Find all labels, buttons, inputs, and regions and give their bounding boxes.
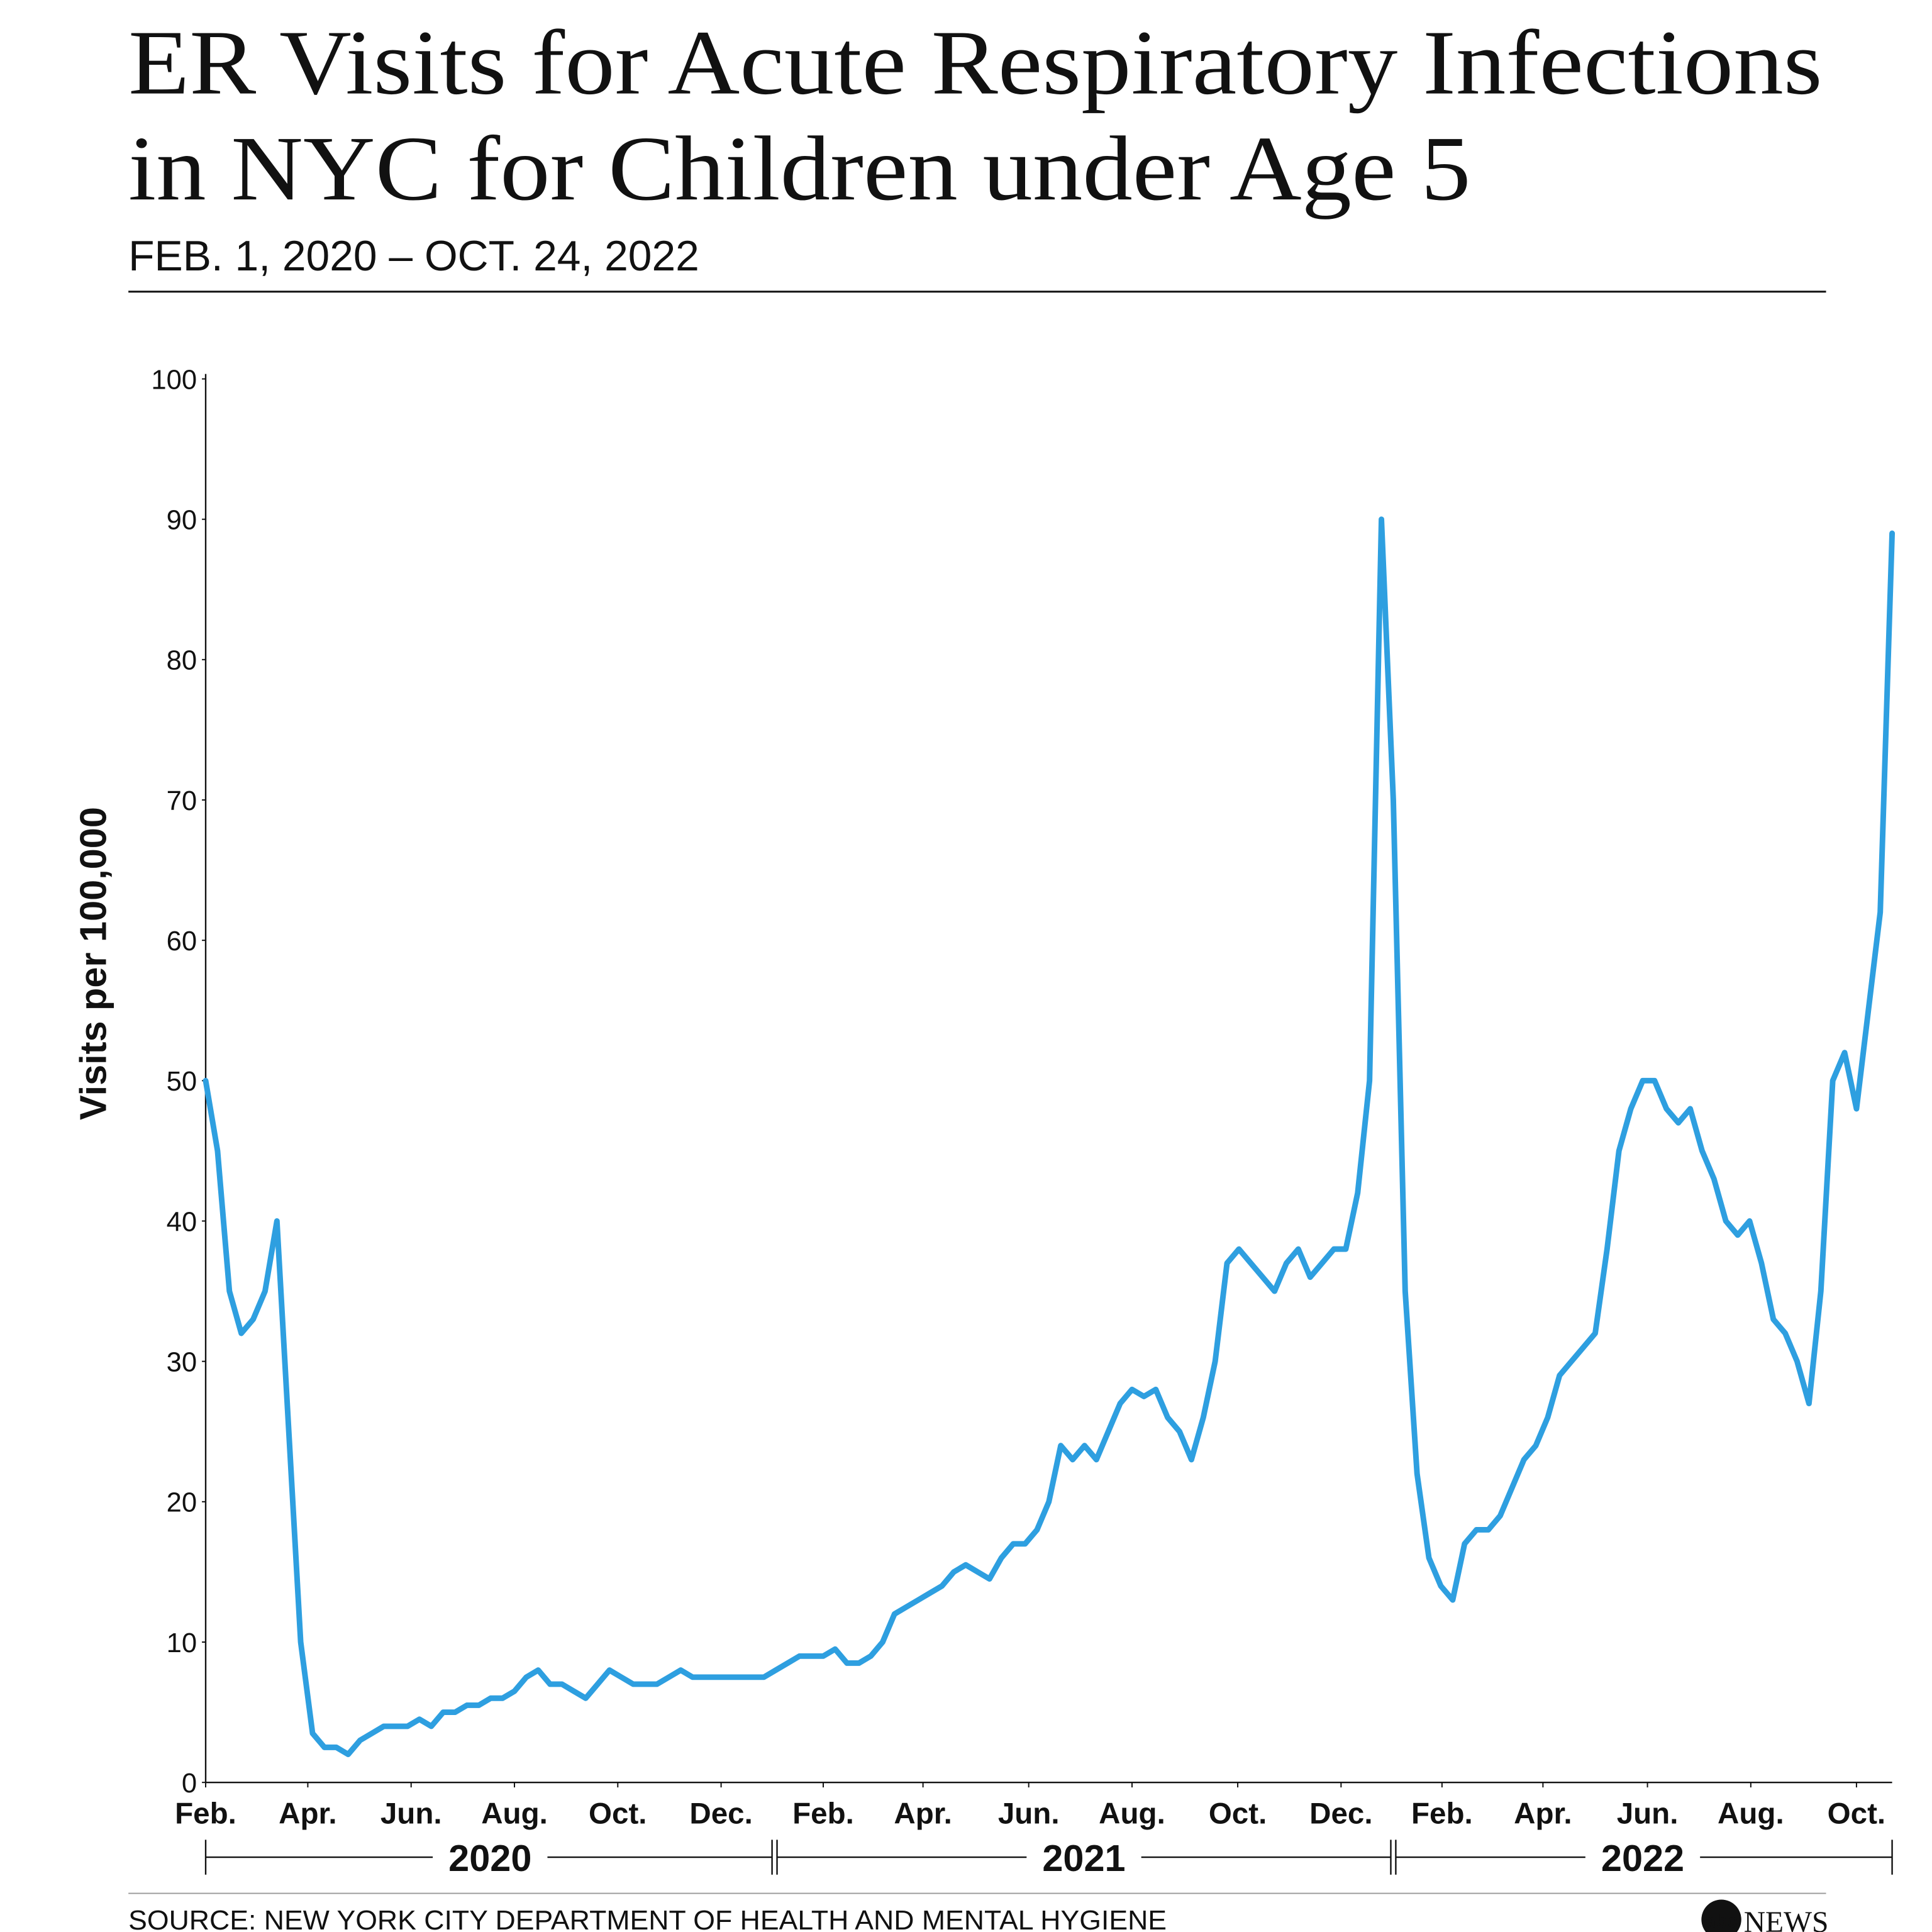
x-tick-label: Dec. [1309, 1797, 1372, 1831]
y-tick-label: 70 [167, 786, 197, 816]
chart-title: in NYC for Children under Age 5 [128, 117, 1471, 219]
x-tick-label: Feb. [175, 1797, 236, 1831]
y-tick-label: 0 [182, 1768, 197, 1799]
x-tick-label: Dec. [689, 1797, 752, 1831]
data-line [203, 516, 1896, 1757]
year-label: 2022 [1601, 1837, 1684, 1879]
x-tick-label: Jun. [1617, 1797, 1679, 1831]
x-tick-label: Apr. [279, 1797, 336, 1831]
chart-subtitle: FEB. 1, 2020 – OCT. 24, 2022 [128, 233, 699, 280]
year-label: 2021 [1042, 1837, 1125, 1879]
x-tick-label: Aug. [1099, 1797, 1165, 1831]
y-axis-label: Visits per 100,000 [72, 807, 114, 1120]
y-tick-label: 50 [167, 1067, 197, 1097]
x-tick-label: Oct. [1828, 1797, 1885, 1831]
source-note: SOURCE: NEW YORK CITY DEPARTMENT OF HEAL… [128, 1906, 1167, 1932]
y-tick-label: 60 [167, 926, 197, 957]
x-tick-label: Jun. [998, 1797, 1060, 1831]
y-tick-label: 90 [167, 506, 197, 536]
x-tick-label: Feb. [1411, 1797, 1473, 1831]
x-tick-label: Oct. [589, 1797, 647, 1831]
y-tick-label: 20 [167, 1488, 197, 1518]
logo-mark: abc [1705, 1911, 1737, 1931]
y-tick-label: 100 [151, 365, 197, 395]
x-tick-label: Aug. [1718, 1797, 1784, 1831]
year-label: 2020 [448, 1837, 531, 1879]
y-tick-label: 10 [167, 1628, 197, 1658]
x-tick-label: Jun. [380, 1797, 442, 1831]
x-tick-label: Aug. [481, 1797, 548, 1831]
x-tick-label: Feb. [792, 1797, 854, 1831]
y-tick-label: 40 [167, 1207, 197, 1237]
x-tick-label: Apr. [894, 1797, 952, 1831]
chart-title: ER Visits for Acute Respiratory Infectio… [128, 11, 1822, 114]
y-tick-label: 30 [167, 1348, 197, 1378]
logo-text: NEWS [1744, 1906, 1829, 1932]
x-tick-label: Apr. [1514, 1797, 1572, 1831]
x-tick-label: Oct. [1209, 1797, 1267, 1831]
y-tick-label: 80 [167, 646, 197, 676]
logo-circle [1701, 1899, 1741, 1932]
